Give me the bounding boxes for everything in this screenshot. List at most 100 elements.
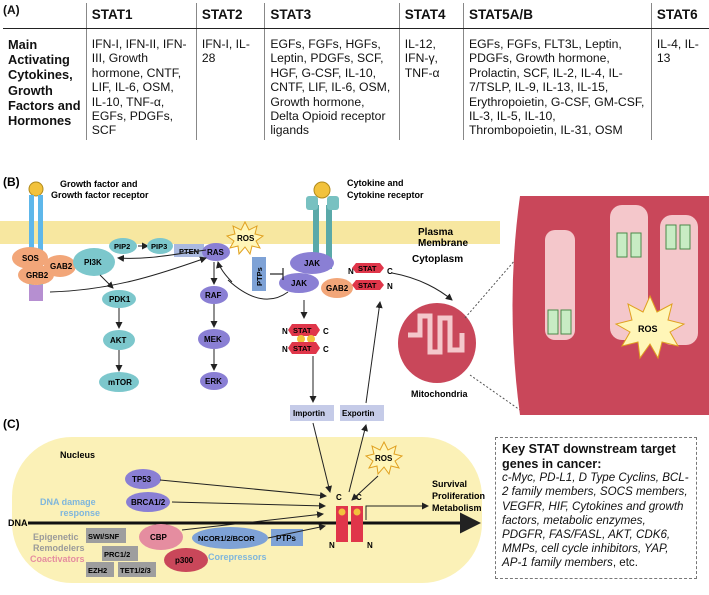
outcome-proliferation: Proliferation (432, 491, 485, 501)
ncor-label: NCOR1/2/BCOR (198, 534, 255, 543)
importin-label: Importin (293, 409, 325, 418)
stat-activator-table: STAT1 STAT2 STAT3 STAT4 STAT5A/B STAT6 M… (3, 3, 709, 140)
stat-dimer-mito-3 (665, 224, 691, 250)
cell-stat4: IL-12, IFN-γ, TNF-α (398, 28, 464, 140)
stat-dimer-mito-2 (616, 232, 642, 258)
ros-c-label: ROS (375, 454, 393, 463)
stat-dimer-receptor: N STAT C STAT N (348, 263, 393, 291)
corepressors-label: Corepressors (208, 552, 267, 562)
gab2-right-node (321, 278, 353, 298)
stat-d-n2: N (367, 541, 373, 550)
brca-label: BRCA1/2 (131, 498, 166, 507)
mitochondria-label: Mitochondria (411, 389, 468, 399)
erk-label: ERK (205, 377, 222, 386)
raf-label: RAF (205, 291, 222, 300)
cytokine-receptor (306, 181, 339, 269)
sos-node (12, 247, 48, 269)
raf-node (200, 286, 228, 304)
ros-c-starburst (364, 440, 404, 476)
table-header-stat4: STAT4 (398, 3, 464, 29)
cytoplasm-label: Cytoplasm (412, 254, 463, 265)
pip3-label: PIP3 (151, 242, 167, 251)
table-header-empty (3, 3, 87, 29)
stat-m-n2: N (282, 345, 288, 354)
table-row: Main Activating Cytokines, Growth Factor… (3, 28, 709, 140)
pip2-label: PIP2 (114, 242, 130, 251)
stat-m-label1: STAT (293, 326, 312, 335)
pi3k-label: PI3K (84, 258, 102, 267)
ptps-b-box (252, 257, 266, 291)
stat-r-label1: STAT (358, 264, 377, 273)
outcome-survival: Survival (432, 479, 467, 489)
table-header-stat3: STAT3 (264, 3, 400, 29)
stat-r-label2: STAT (358, 281, 377, 290)
stat-m-c1: C (323, 327, 329, 336)
plasma-membrane-label-1: Plasma (418, 227, 453, 238)
stat-d-n1: N (329, 541, 335, 550)
table-header-row: STAT1 STAT2 STAT3 STAT4 STAT5A/B STAT6 (3, 3, 709, 29)
ros-mito-label: ROS (638, 324, 658, 334)
brca-node (126, 492, 170, 512)
grb2-label: GRB2 (26, 271, 49, 280)
sos-label: SOS (22, 254, 40, 263)
exportin-box (340, 405, 384, 421)
ptps-c-label: PTPs (276, 534, 297, 543)
row-label: Main Activating Cytokines, Growth Factor… (8, 37, 81, 129)
ptps-b-label: PTPs (255, 267, 264, 286)
jak-2-label: JAK (291, 279, 307, 288)
p300-label: p300 (175, 556, 194, 565)
pdk1-node (102, 290, 136, 308)
pip3-node (147, 238, 173, 254)
grb2-node (18, 265, 54, 285)
dna-damage-label-1: DNA damage (40, 497, 96, 507)
epigenetic-label-2: Remodelers (33, 543, 85, 553)
cbp-label: CBP (150, 533, 168, 542)
stat-r-c1: C (387, 267, 393, 276)
panel-a: (A) STAT1 STAT2 STAT3 STAT4 STAT5A/B STA… (0, 0, 709, 170)
cyto-receptor-label-2: Cytokine receptor (347, 190, 424, 200)
jak-node-1 (290, 252, 334, 274)
swi-label: SWI/SNF (88, 532, 120, 541)
tp53-label: TP53 (132, 475, 152, 484)
pi3k-node (73, 248, 115, 276)
ras-node (202, 243, 230, 261)
pip2-node (109, 238, 137, 254)
cell-stat1: IFN-I, IFN-II, IFN-III, Growth hormone, … (85, 28, 197, 140)
stat-m-label2: STAT (293, 344, 312, 353)
mtor-node (99, 372, 139, 392)
jak-node-2 (279, 273, 319, 293)
tp53-node (125, 469, 161, 489)
ptps-c-box (271, 529, 303, 546)
gab2-right-label: GAB2 (326, 284, 349, 293)
outcome-metabolism: Metabolism (432, 503, 482, 513)
stat-d-c2: C (356, 493, 362, 502)
key-box-suffix: , etc. (612, 556, 638, 570)
jak-1-label: JAK (304, 259, 320, 268)
ros-mito-starburst (614, 294, 686, 360)
p300-node (164, 548, 208, 572)
stat-d-c1: C (336, 493, 342, 502)
cell-stat3: EGFs, FGFs, HGFs, Leptin, PDGFs, SCF, HG… (264, 28, 400, 140)
cell-stat6: IL-4, IL-13 (650, 28, 709, 140)
gf-receptor-label-2: Growth factor receptor (51, 190, 149, 200)
cbp-node (139, 524, 183, 550)
cell-stat5: EGFs, FGFs, FLT3L, Leptin, PDGFs, Growth… (462, 28, 652, 140)
table-header-stat5: STAT5A/B (462, 3, 652, 29)
panel-b-label: (B) (3, 175, 20, 189)
stat-r-n2: N (387, 282, 393, 291)
stat-dimer-mito-1 (547, 309, 572, 335)
mitochondrion (398, 303, 476, 383)
ros-b-label: ROS (237, 234, 255, 243)
ros-starburst-b (225, 220, 265, 256)
mek-label: MEK (204, 335, 222, 344)
stat-m-c2: C (323, 345, 329, 354)
cell-stat2: IFN-I, IL-28 (195, 28, 265, 140)
gab2-left-label: GAB2 (50, 262, 73, 271)
akt-node (103, 330, 135, 350)
stat-dimer-dna: N N C C (329, 493, 373, 550)
stat-m-n1: N (282, 327, 288, 336)
ras-label: RAS (207, 248, 225, 257)
gf-receptor-label-1: Growth factor and (60, 179, 138, 189)
importin-box (290, 405, 334, 421)
key-box-title: Key STAT downstream target genes in canc… (502, 442, 676, 471)
